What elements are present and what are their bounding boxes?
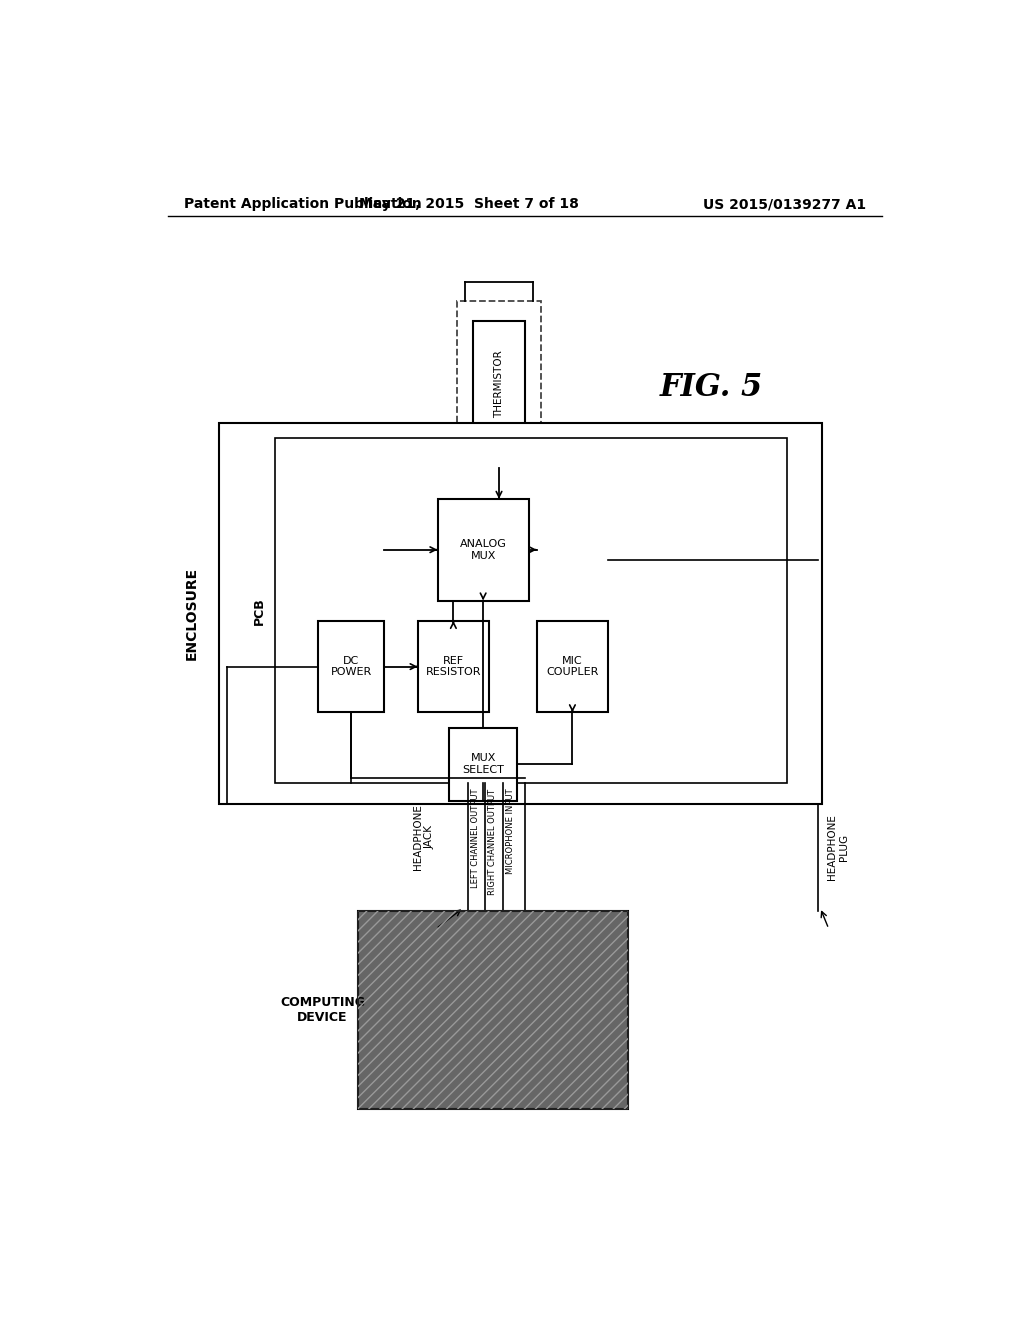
FancyBboxPatch shape <box>450 727 517 801</box>
Text: May 21, 2015  Sheet 7 of 18: May 21, 2015 Sheet 7 of 18 <box>359 197 580 211</box>
Text: LEFT CHANNEL OUTPUT: LEFT CHANNEL OUTPUT <box>471 788 480 888</box>
Text: MICROPHONE INPUT: MICROPHONE INPUT <box>506 788 515 874</box>
Text: PCB: PCB <box>253 597 265 624</box>
FancyBboxPatch shape <box>274 438 786 784</box>
Text: MIC
COUPLER: MIC COUPLER <box>546 656 599 677</box>
Text: MUX
SELECT: MUX SELECT <box>462 754 504 775</box>
Text: THERMISTOR: THERMISTOR <box>494 351 504 418</box>
Text: RIGHT CHANNEL OUTPUT: RIGHT CHANNEL OUTPUT <box>488 788 498 895</box>
Bar <box>358 911 628 1109</box>
FancyBboxPatch shape <box>418 620 489 713</box>
FancyBboxPatch shape <box>318 620 384 713</box>
Text: US 2015/0139277 A1: US 2015/0139277 A1 <box>702 197 866 211</box>
FancyBboxPatch shape <box>458 301 541 469</box>
Text: DC
POWER: DC POWER <box>331 656 372 677</box>
FancyBboxPatch shape <box>537 620 608 713</box>
Text: ENCLOSURE: ENCLOSURE <box>184 566 199 660</box>
Text: REF
RESISTOR: REF RESISTOR <box>426 656 481 677</box>
FancyBboxPatch shape <box>437 499 528 601</box>
Text: HEADPHONE
JACK: HEADPHONE JACK <box>414 804 435 870</box>
Text: Patent Application Publication: Patent Application Publication <box>183 197 421 211</box>
Text: FIG. 5: FIG. 5 <box>659 372 763 403</box>
Text: HEADPHONE
PLUG: HEADPHONE PLUG <box>827 814 849 880</box>
FancyBboxPatch shape <box>473 321 524 447</box>
Text: ANALOG
MUX: ANALOG MUX <box>460 539 507 561</box>
FancyBboxPatch shape <box>219 422 822 804</box>
Bar <box>358 911 628 1109</box>
Text: COMPUTING
DEVICE: COMPUTING DEVICE <box>280 995 365 1023</box>
